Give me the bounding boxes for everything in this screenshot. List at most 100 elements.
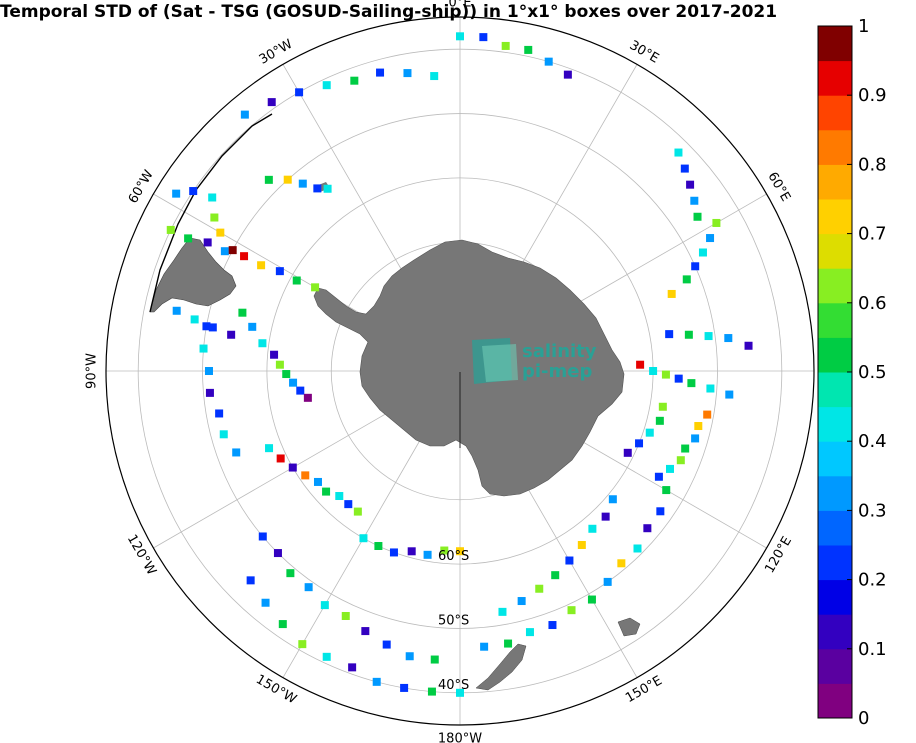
data-box (407, 547, 416, 556)
data-box (289, 378, 298, 387)
colorbar-segment (818, 579, 852, 615)
data-box (240, 110, 249, 119)
data-box (273, 549, 282, 558)
data-box (172, 306, 181, 315)
colorbar-segment (818, 372, 852, 408)
data-box (403, 69, 412, 78)
data-box (498, 607, 507, 616)
data-box (166, 225, 175, 234)
data-box (479, 33, 488, 42)
data-box (238, 308, 247, 317)
tasmania (617, 617, 641, 637)
data-box (577, 540, 586, 549)
data-box (656, 507, 665, 516)
data-box (202, 322, 211, 331)
data-box (219, 430, 228, 439)
data-box (298, 179, 307, 188)
data-box (551, 571, 560, 580)
data-box (691, 434, 700, 443)
meridian-line (153, 402, 405, 549)
data-box (353, 507, 362, 516)
data-box (341, 611, 350, 620)
colorbar-segment (818, 475, 852, 511)
data-box (603, 577, 612, 586)
colorbar: 0 0.1 0.2 0.3 0.4 0.5 0.6 0.7 0.8 0.9 1 (817, 16, 887, 729)
data-box (210, 213, 219, 222)
data-box (220, 247, 229, 256)
data-box (633, 544, 642, 553)
data-box (313, 184, 322, 193)
data-box (261, 598, 270, 607)
colorbar-tick-label: 1 (858, 16, 869, 37)
data-box (295, 88, 304, 97)
data-box (674, 148, 683, 157)
colorbar-segment (818, 406, 852, 442)
data-box (682, 275, 691, 284)
colorbar-tick-label: 0 (858, 708, 869, 729)
data-box (588, 524, 597, 533)
data-box (199, 344, 208, 353)
data-box (617, 559, 626, 568)
data-box (563, 70, 572, 79)
lon-label: 180°W (438, 732, 482, 743)
data-box (649, 367, 658, 375)
data-box (662, 486, 671, 495)
colorbar-tick-label: 0.3 (858, 500, 887, 521)
data-box (286, 569, 295, 578)
data-box (658, 402, 667, 411)
data-box (427, 687, 436, 696)
data-box (655, 416, 664, 425)
colorbar-segment (818, 129, 852, 165)
data-box (348, 663, 357, 672)
data-box (313, 477, 322, 486)
data-box (304, 583, 313, 592)
data-box (687, 379, 696, 388)
salinity-pi-mep-logo: salinity pi-mep (472, 338, 597, 384)
data-box (548, 621, 557, 630)
colorbar-segment (818, 302, 852, 338)
data-box (322, 652, 331, 661)
lon-label: 60°W (126, 168, 157, 207)
data-box (706, 234, 715, 243)
data-box (456, 688, 464, 697)
data-box (654, 472, 663, 481)
data-box (405, 652, 414, 661)
colorbar-segment (818, 60, 852, 96)
data-box (184, 234, 193, 243)
data-box (430, 655, 439, 664)
data-box (686, 180, 695, 189)
data-box (361, 627, 370, 636)
data-box (480, 642, 489, 651)
data-box (694, 422, 703, 431)
data-box (190, 315, 199, 324)
lon-label: 120°W (124, 532, 159, 578)
colorbar-segment (818, 510, 852, 546)
colorbar-segment (818, 199, 852, 235)
meridian-line (282, 426, 429, 678)
data-box (608, 495, 617, 504)
data-box (645, 428, 654, 437)
colorbar-tick-label: 0.2 (858, 570, 887, 591)
data-box (400, 683, 409, 692)
data-box (684, 330, 693, 339)
colorbar-tick-label: 0.8 (858, 154, 887, 175)
data-box (681, 444, 690, 453)
data-box (376, 68, 385, 77)
data-box (635, 439, 644, 448)
antarctica-land (313, 239, 625, 497)
data-box (704, 332, 713, 341)
data-box (189, 187, 198, 196)
data-box (423, 550, 432, 559)
colorbar-tick-label: 0.9 (858, 85, 887, 106)
data-box (525, 628, 534, 637)
map-frame (105, 16, 815, 726)
data-box (282, 370, 291, 379)
data-box (712, 218, 721, 227)
data-box (228, 246, 237, 255)
lon-label: 120°E (762, 534, 795, 576)
data-box (501, 41, 510, 50)
colorbar-tick-label: 0.4 (858, 431, 887, 452)
data-box (288, 463, 297, 472)
data-box (240, 252, 249, 261)
data-box (298, 640, 307, 649)
